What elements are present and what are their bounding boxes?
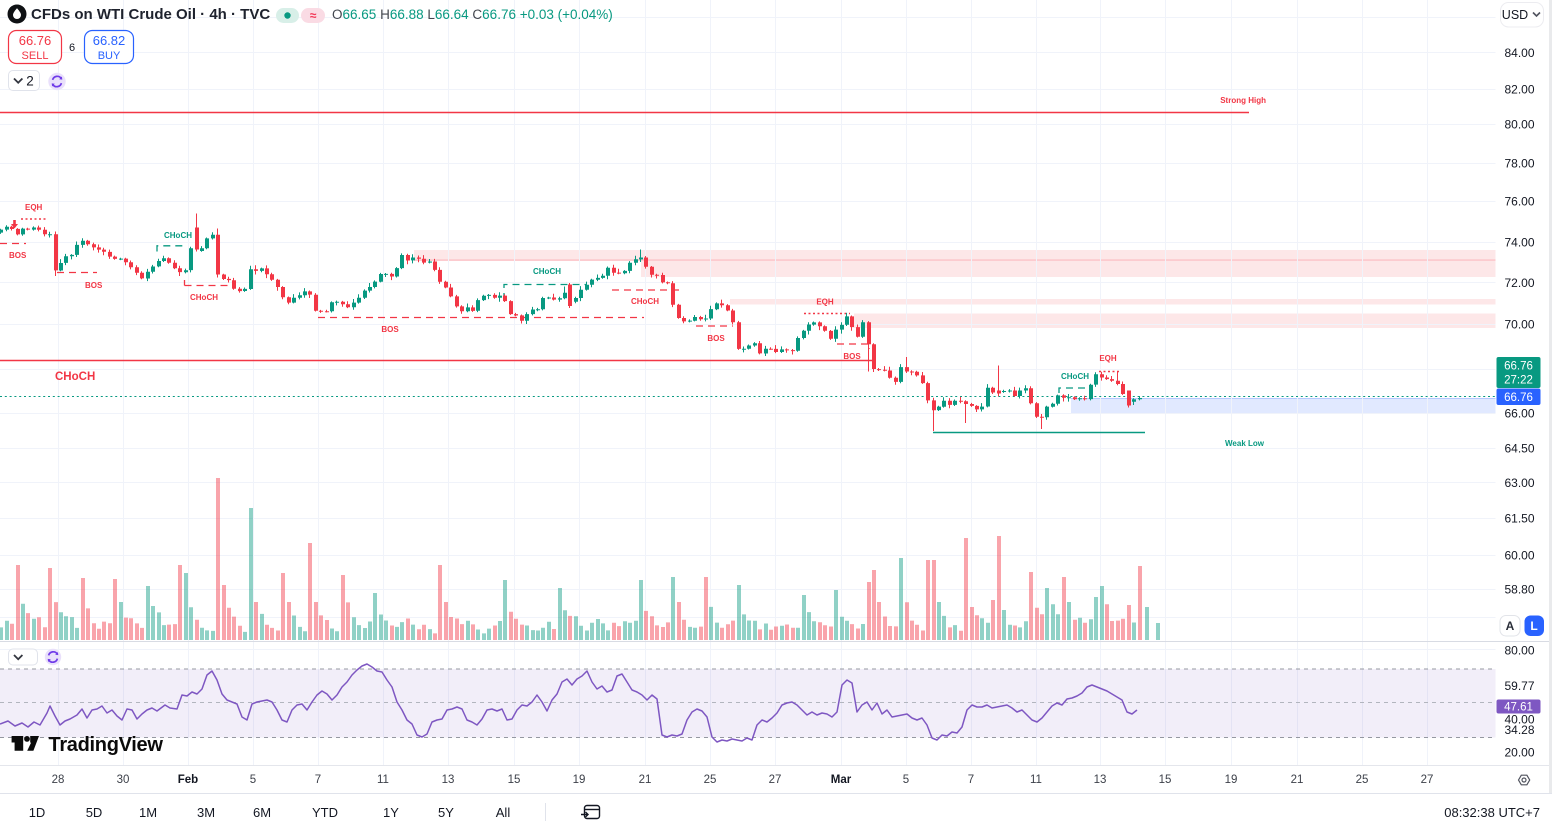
svg-text:BUY: BUY — [98, 50, 121, 62]
svg-text:74.00: 74.00 — [1504, 236, 1534, 250]
svg-text:25: 25 — [1356, 774, 1369, 786]
svg-text:27: 27 — [1421, 774, 1434, 786]
svg-text:7: 7 — [968, 774, 974, 786]
svg-text:19: 19 — [573, 774, 586, 786]
svg-text:21: 21 — [639, 774, 652, 786]
svg-text:78.00: 78.00 — [1504, 157, 1534, 171]
svg-text:≈: ≈ — [310, 9, 317, 23]
svg-text:CHoCH: CHoCH — [55, 371, 95, 383]
svg-text:YTD: YTD — [312, 805, 338, 820]
svg-text:A: A — [1506, 619, 1515, 633]
svg-text:USD: USD — [1502, 8, 1528, 22]
svg-text:O66.65 H66.88 L66.64 C66.76 +0: O66.65 H66.88 L66.64 C66.76 +0.03 (+0.04… — [332, 7, 613, 22]
svg-text:1D: 1D — [29, 805, 46, 820]
svg-text:1M: 1M — [139, 805, 157, 820]
svg-text:L: L — [1530, 619, 1537, 633]
svg-text:5D: 5D — [86, 805, 103, 820]
svg-text:40.00: 40.00 — [1504, 713, 1534, 727]
svg-text:25: 25 — [704, 774, 717, 786]
svg-text:34.28: 34.28 — [1504, 723, 1534, 737]
svg-text:15: 15 — [1159, 774, 1172, 786]
svg-text:66.82: 66.82 — [93, 33, 126, 48]
svg-text:1Y: 1Y — [383, 805, 399, 820]
svg-text:Strong High: Strong High — [1220, 96, 1266, 105]
svg-text:70.00: 70.00 — [1504, 318, 1534, 332]
svg-text:3M: 3M — [197, 805, 215, 820]
svg-text:19: 19 — [1225, 774, 1238, 786]
svg-text:21: 21 — [1291, 774, 1304, 786]
svg-text:BOS: BOS — [85, 281, 103, 290]
svg-text:30: 30 — [117, 774, 130, 786]
svg-text:47.61: 47.61 — [1504, 702, 1533, 714]
svg-text:6M: 6M — [253, 805, 271, 820]
svg-text:BOS: BOS — [9, 251, 27, 260]
svg-text:5: 5 — [250, 774, 256, 786]
svg-text:All: All — [496, 805, 511, 820]
svg-text:76.00: 76.00 — [1504, 195, 1534, 209]
svg-text:CHoCH: CHoCH — [533, 267, 561, 276]
svg-text:SELL: SELL — [22, 50, 49, 62]
svg-text:EQH: EQH — [25, 203, 43, 212]
svg-text:82.00: 82.00 — [1504, 83, 1534, 97]
svg-text:7: 7 — [315, 774, 321, 786]
svg-text:BOS: BOS — [843, 352, 861, 361]
svg-text:TradingView: TradingView — [49, 734, 164, 756]
svg-text:2: 2 — [26, 74, 34, 89]
svg-text:11: 11 — [377, 774, 389, 786]
svg-text:80.00: 80.00 — [1504, 118, 1534, 132]
svg-text:80.00: 80.00 — [1504, 644, 1534, 658]
svg-text:EQH: EQH — [816, 298, 834, 307]
svg-text:Weak Low: Weak Low — [1225, 439, 1265, 448]
svg-text:66.76: 66.76 — [19, 33, 52, 48]
svg-text:59.77: 59.77 — [1504, 679, 1534, 693]
svg-text:27: 27 — [769, 774, 782, 786]
svg-text:58.80: 58.80 — [1504, 583, 1534, 597]
svg-text:EQH: EQH — [1099, 354, 1117, 363]
svg-text:CHoCH: CHoCH — [1061, 372, 1089, 381]
svg-text:13: 13 — [1094, 774, 1107, 786]
svg-text:15: 15 — [508, 774, 521, 786]
svg-text:60.00: 60.00 — [1504, 549, 1534, 563]
svg-text:CHoCH: CHoCH — [164, 231, 192, 240]
svg-text:5: 5 — [903, 774, 909, 786]
svg-text:5Y: 5Y — [438, 805, 454, 820]
svg-text:BOS: BOS — [707, 334, 725, 343]
svg-text:61.50: 61.50 — [1504, 512, 1534, 526]
svg-text:63.00: 63.00 — [1504, 476, 1534, 490]
svg-text:CHoCH: CHoCH — [190, 293, 218, 302]
svg-text:28: 28 — [52, 774, 65, 786]
svg-text:27:22: 27:22 — [1504, 375, 1533, 387]
svg-text:11: 11 — [1030, 774, 1042, 786]
svg-text:72.00: 72.00 — [1504, 276, 1534, 290]
svg-text:Feb: Feb — [178, 774, 198, 786]
svg-text:13: 13 — [442, 774, 455, 786]
svg-text:BOS: BOS — [381, 325, 399, 334]
svg-text:CFDs on WTI Crude Oil · 4h · T: CFDs on WTI Crude Oil · 4h · TVC — [31, 6, 270, 23]
svg-text:6: 6 — [69, 42, 75, 54]
svg-text:66.76: 66.76 — [1504, 392, 1533, 404]
svg-text:66.00: 66.00 — [1504, 407, 1534, 421]
svg-text:84.00: 84.00 — [1504, 46, 1534, 60]
svg-text:08:32:38 UTC+7: 08:32:38 UTC+7 — [1444, 805, 1540, 820]
svg-text:64.50: 64.50 — [1504, 442, 1534, 456]
svg-text:20.00: 20.00 — [1504, 746, 1534, 760]
svg-text:66.76: 66.76 — [1504, 361, 1533, 373]
svg-text:CHoCH: CHoCH — [631, 297, 659, 306]
svg-text:Mar: Mar — [831, 774, 852, 786]
